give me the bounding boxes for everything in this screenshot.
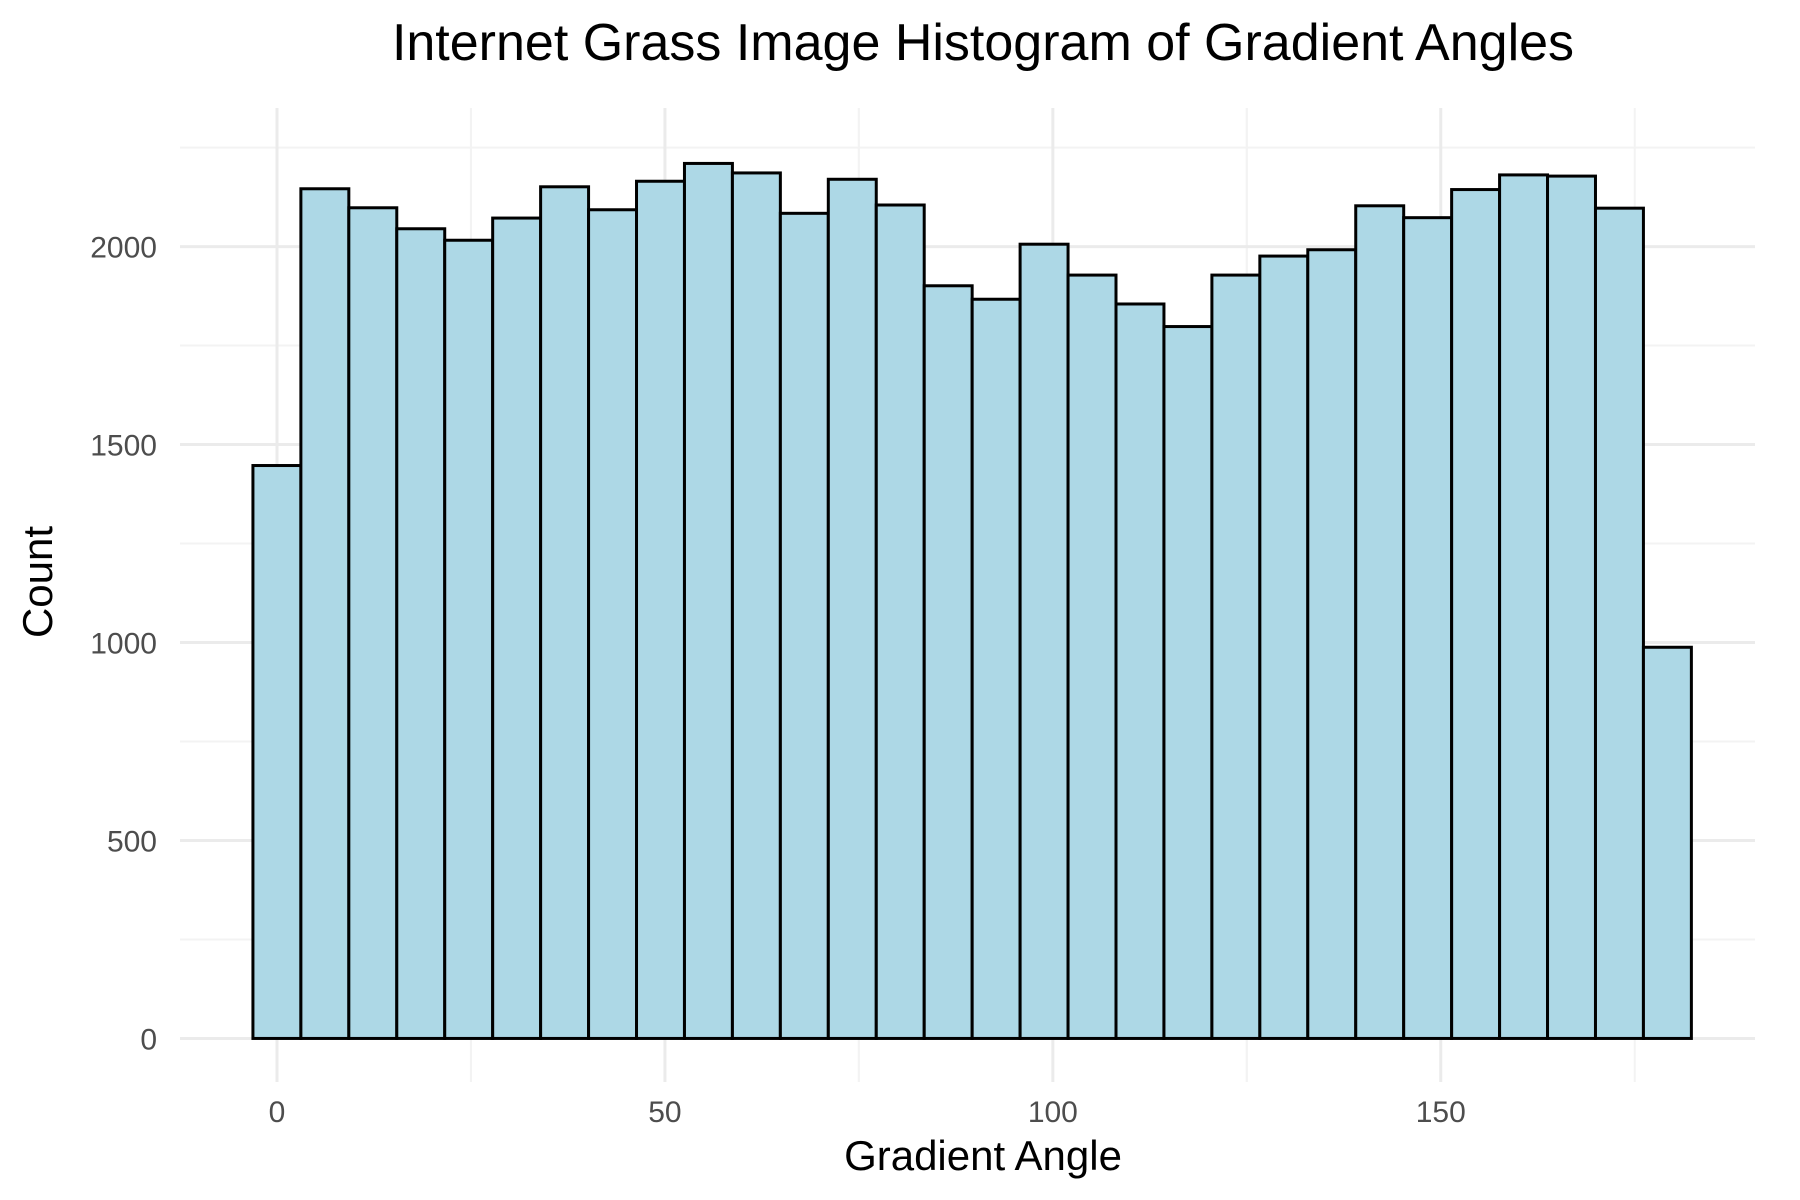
y-tick-label: 1000 (90, 628, 157, 661)
y-tick-label: 2000 (90, 232, 157, 265)
histogram-bar (1162, 325, 1214, 1040)
x-axis-ticks: 0 50 100 150 (269, 1096, 1466, 1129)
histogram-bar (1066, 273, 1118, 1040)
histogram-bar (587, 208, 639, 1040)
histogram-bar (1114, 302, 1166, 1040)
histogram-bar (1593, 206, 1645, 1040)
x-axis-title: Gradient Angle (844, 1132, 1122, 1179)
histogram-bar (251, 464, 303, 1040)
x-tick-label: 150 (1416, 1096, 1466, 1129)
histogram-bar (1306, 248, 1358, 1040)
histogram-bar (970, 297, 1022, 1040)
histogram-bar (1402, 216, 1454, 1040)
histogram-bar (395, 227, 447, 1040)
histogram-bar (491, 216, 543, 1040)
histogram-bar (1450, 188, 1502, 1040)
histogram-bar (1354, 204, 1406, 1040)
histogram-bar (1018, 242, 1070, 1040)
x-tick-label: 50 (648, 1096, 681, 1129)
histogram-bar (1210, 273, 1262, 1040)
histogram-bar (826, 177, 878, 1040)
histogram-bar (730, 171, 782, 1040)
histogram-bar (922, 284, 974, 1040)
histogram-bar (539, 185, 591, 1040)
histogram-bar (778, 211, 830, 1040)
x-tick-label: 0 (269, 1096, 286, 1129)
histogram-bar (1498, 173, 1550, 1040)
histogram-bars (251, 161, 1693, 1040)
histogram-bar (443, 238, 495, 1040)
histogram-bar (1641, 645, 1693, 1040)
histogram-bar (347, 206, 399, 1040)
y-tick-label: 500 (107, 825, 157, 858)
histogram-bar (1258, 254, 1310, 1040)
chart-title: Internet Grass Image Histogram of Gradie… (392, 14, 1574, 72)
histogram-bar (1546, 174, 1597, 1040)
x-tick-label: 100 (1028, 1096, 1078, 1129)
histogram-bar (874, 203, 926, 1040)
y-axis-title: Count (14, 526, 61, 638)
y-tick-label: 1500 (90, 430, 157, 463)
y-axis-ticks: 0 500 1000 1500 2000 (90, 232, 157, 1057)
histogram-bar (299, 187, 351, 1040)
histogram-bar (682, 161, 734, 1040)
histogram-bar (635, 179, 686, 1040)
y-tick-label: 0 (140, 1023, 157, 1056)
